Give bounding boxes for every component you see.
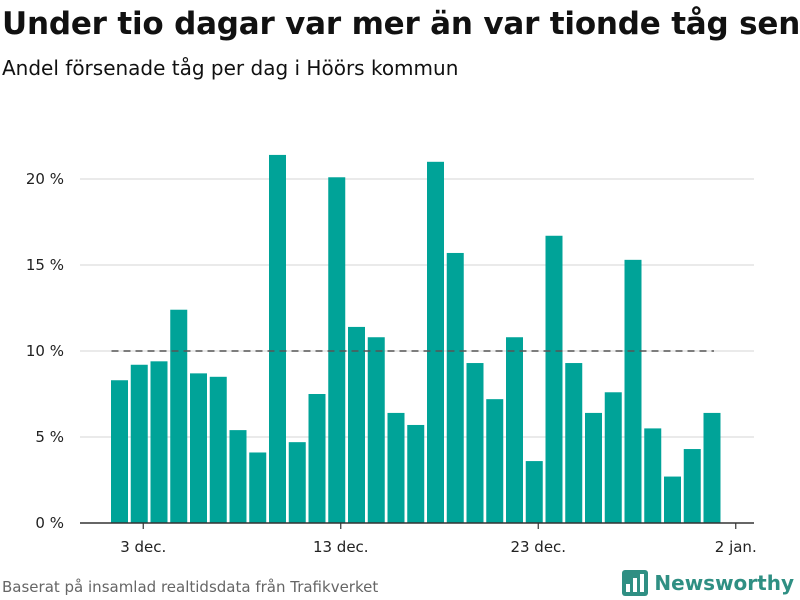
bar [427,161,444,524]
bar [150,361,168,523]
bar [308,394,326,523]
bar [209,376,227,523]
y-tick-label: 20 % [26,170,64,188]
bar [269,154,286,524]
bar [585,412,602,523]
x-tick-label: 13 dec. [313,538,369,556]
bar [703,412,721,523]
x-axis-ticks: 3 dec. 13 dec. 23 dec. 2 jan. [120,523,757,556]
brand-logo: Newsworthy [622,568,794,598]
bar [367,337,385,523]
x-tick-label: 23 dec. [510,538,566,556]
y-tick-label: 5 % [35,428,64,446]
y-axis-ticks: 0 % 5 % 10 % 15 % 20 % [26,170,64,532]
bar [249,452,267,523]
bar [387,412,405,523]
chart-title: Under tio dagar var mer än var tionde tå… [2,6,800,42]
bar [604,392,622,523]
bar [624,259,642,523]
bar [111,380,128,523]
bar [664,476,681,523]
y-tick-label: 10 % [26,342,64,360]
bar [486,399,504,523]
bar [545,235,563,523]
x-tick-label: 2 jan. [715,538,757,556]
bar [525,461,543,523]
bar [466,363,484,523]
bar [565,363,583,523]
brand-name: Newsworthy [654,571,794,595]
y-tick-label: 0 % [35,514,64,532]
bar [130,364,148,523]
bar [348,326,365,523]
newsworthy-logo-icon [622,570,649,596]
bars [111,154,721,524]
source-note: Baserat på insamlad realtidsdata från Tr… [2,578,379,596]
y-tick-label: 15 % [26,256,64,274]
bar [683,449,701,523]
bar [328,177,346,523]
bar [190,373,207,523]
bar [506,337,523,523]
bar [288,442,306,523]
bar [407,424,425,523]
bar [644,428,662,523]
bar [229,430,247,523]
chart-subtitle: Andel försenade tåg per dag i Höörs komm… [2,56,459,80]
bar [446,252,464,523]
bar [170,309,188,523]
x-tick-label: 3 dec. [120,538,166,556]
